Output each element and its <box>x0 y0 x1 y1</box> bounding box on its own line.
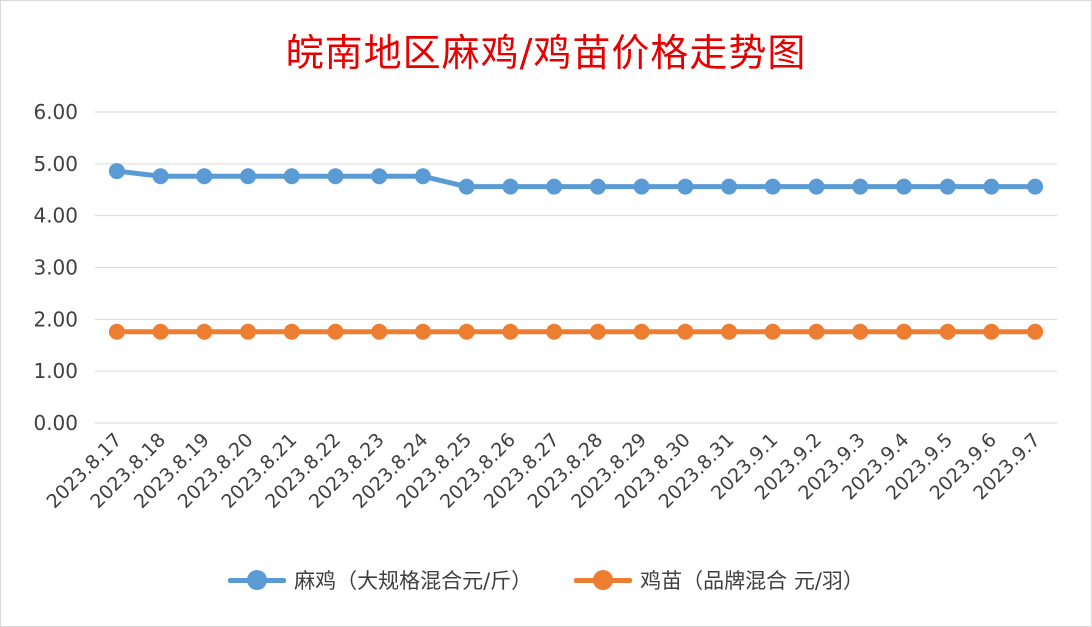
legend-item-series-2: 鸡苗（品牌混合 元/羽） <box>574 565 864 595</box>
y-tick-label: 1.00 <box>33 359 78 383</box>
data-point <box>414 168 431 185</box>
y-tick-label: 0.00 <box>33 411 78 435</box>
y-tick-label: 6.00 <box>33 100 78 124</box>
data-point <box>414 323 431 340</box>
data-point <box>895 178 912 195</box>
data-point <box>1027 178 1044 195</box>
data-point <box>152 168 169 185</box>
y-tick-label: 5.00 <box>33 152 78 176</box>
data-point <box>721 323 738 340</box>
legend: 麻鸡（大规格混合元/斤） 鸡苗（品牌混合 元/羽） <box>0 565 1092 595</box>
x-axis-ticks: 2023.8.172023.8.182023.8.192023.8.202023… <box>42 429 1044 513</box>
y-axis-ticks: 0.00 1.00 2.00 3.00 4.00 5.00 6.00 <box>33 100 78 435</box>
series-line <box>114 168 1038 190</box>
data-point <box>1027 323 1044 340</box>
series-1 <box>108 163 1044 195</box>
data-point <box>589 178 606 195</box>
legend-label-series-2: 鸡苗（品牌混合 元/羽） <box>640 569 864 593</box>
data-point <box>196 323 213 340</box>
legend-marker-series-1 <box>228 569 287 591</box>
data-point <box>939 178 956 195</box>
data-point <box>939 323 956 340</box>
legend-label-series-1: 麻鸡（大规格混合元/斤） <box>294 569 533 593</box>
data-point <box>108 163 125 180</box>
data-point <box>764 323 781 340</box>
data-point <box>283 323 300 340</box>
data-point <box>677 178 694 195</box>
data-point <box>546 178 563 195</box>
data-point <box>152 323 169 340</box>
data-point <box>458 178 475 195</box>
chart-title: 皖南地区麻鸡/鸡苗价格走势图 <box>285 31 807 75</box>
data-point <box>589 323 606 340</box>
data-point <box>283 168 300 185</box>
data-point <box>983 178 1000 195</box>
data-point <box>721 178 738 195</box>
legend-item-series-1: 麻鸡（大规格混合元/斤） <box>228 565 532 595</box>
data-point <box>633 178 650 195</box>
data-point <box>502 178 519 195</box>
y-tick-label: 3.00 <box>33 256 78 280</box>
data-point <box>371 323 388 340</box>
data-point <box>240 323 257 340</box>
data-point <box>240 168 257 185</box>
data-point <box>983 323 1000 340</box>
data-point <box>633 323 650 340</box>
series-layer <box>108 163 1044 340</box>
y-tick-label: 4.00 <box>33 204 78 228</box>
gridlines <box>95 111 1057 424</box>
data-point <box>458 323 475 340</box>
legend-marker-series-2 <box>574 569 633 591</box>
data-point <box>808 323 825 340</box>
data-point <box>677 323 694 340</box>
data-point <box>852 323 869 340</box>
series-2 <box>108 323 1044 340</box>
data-point <box>546 323 563 340</box>
data-point <box>502 323 519 340</box>
data-point <box>108 323 125 340</box>
data-point <box>895 323 912 340</box>
data-point <box>852 178 869 195</box>
data-point <box>371 168 388 185</box>
data-point <box>764 178 781 195</box>
data-point <box>196 168 213 185</box>
data-point <box>327 168 344 185</box>
data-point <box>808 178 825 195</box>
y-tick-label: 2.00 <box>33 307 78 331</box>
data-point <box>327 323 344 340</box>
